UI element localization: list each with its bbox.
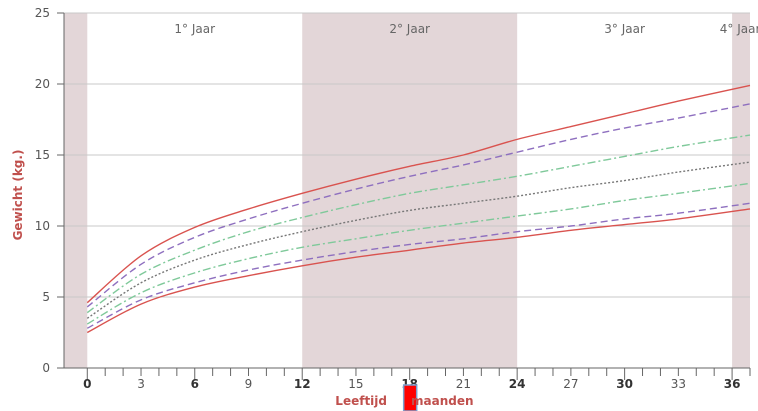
y-tick-label: 25 bbox=[35, 6, 50, 20]
y-tick-label: 15 bbox=[35, 148, 50, 162]
y-tick-label: 0 bbox=[42, 361, 50, 375]
y-tick-label: 10 bbox=[35, 219, 50, 233]
y-axis-title: Gewicht (kg.) bbox=[11, 150, 25, 241]
age-bands: 1° Jaar 2° Jaar 3° Jaar 4° Jaar bbox=[64, 13, 758, 368]
x-tick-label: 27 bbox=[563, 377, 578, 391]
band-label: 1° Jaar bbox=[174, 22, 215, 36]
x-tick-labels: 0 3 6 9 12 15 18 21 24 27 30 33 36 bbox=[83, 377, 740, 391]
x-tick-label: 15 bbox=[348, 377, 363, 391]
y-tick-label: 5 bbox=[42, 290, 50, 304]
y-tick-labels: 0 5 10 15 20 25 bbox=[35, 6, 50, 375]
series-line-2 bbox=[86, 134, 751, 314]
series-line-4 bbox=[86, 182, 751, 325]
x-axis-title-left: Leeftijd bbox=[335, 394, 387, 408]
x-tick-label: 30 bbox=[616, 377, 633, 391]
x-tick-label: 3 bbox=[137, 377, 145, 391]
x-tick-label: 12 bbox=[294, 377, 311, 391]
x-tick-label: 6 bbox=[191, 377, 199, 391]
band-label: 2° Jaar bbox=[389, 22, 430, 36]
axes bbox=[57, 12, 751, 380]
band-shade-left bbox=[64, 13, 88, 368]
band-shade-1 bbox=[302, 13, 518, 368]
band-label: 3° Jaar bbox=[604, 22, 645, 36]
age-marker[interactable] bbox=[402, 384, 418, 411]
series-line-6 bbox=[86, 208, 751, 334]
series-line-1 bbox=[86, 103, 751, 308]
y-tick-label: 20 bbox=[35, 77, 50, 91]
series-line-5 bbox=[86, 202, 751, 329]
x-tick-label: 9 bbox=[245, 377, 253, 391]
series-line-0 bbox=[86, 84, 751, 304]
x-tick-label: 36 bbox=[724, 377, 741, 391]
x-tick-label: 24 bbox=[509, 377, 526, 391]
band-shade-3 bbox=[732, 13, 750, 368]
percentile-curves bbox=[86, 84, 751, 334]
x-tick-label: 33 bbox=[671, 377, 686, 391]
x-axis-title-right: maanden bbox=[411, 394, 474, 408]
series-line-3 bbox=[86, 161, 751, 319]
x-tick-label: 21 bbox=[456, 377, 471, 391]
x-tick-label: 0 bbox=[83, 377, 91, 391]
band-label: 4° Jaar bbox=[720, 22, 758, 36]
